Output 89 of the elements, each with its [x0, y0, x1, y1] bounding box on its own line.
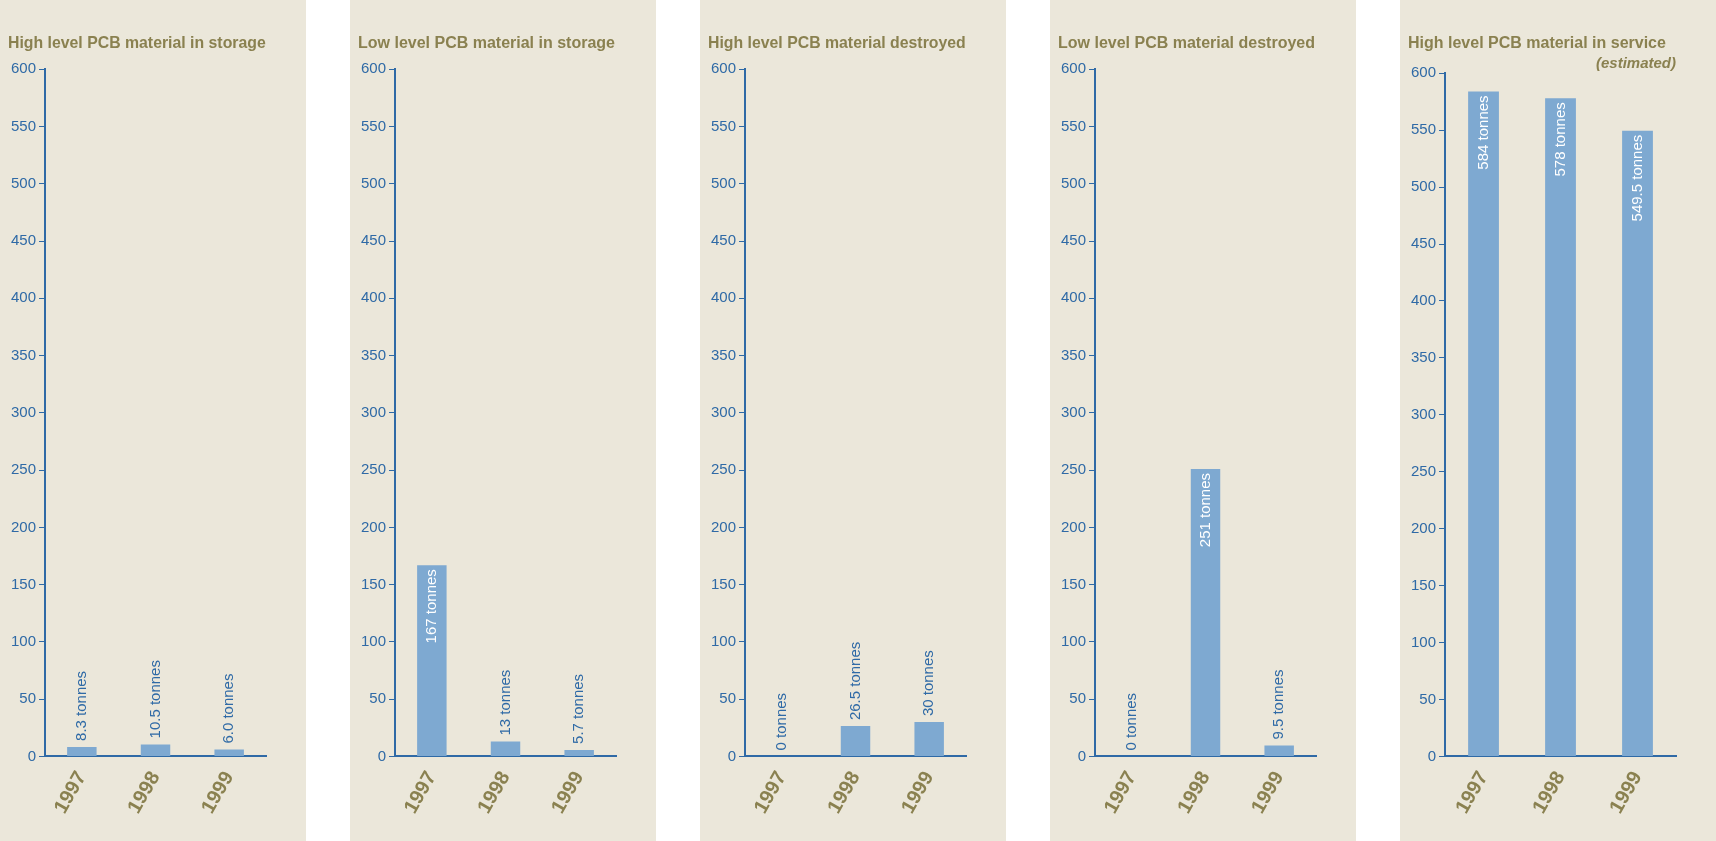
- y-tick-label: 550: [711, 116, 737, 134]
- data-label: 13 tonnes: [495, 669, 513, 736]
- y-tick-label: 450: [711, 231, 737, 249]
- data-label: 251 tonnes: [1195, 472, 1213, 548]
- y-tick-label: 200: [711, 517, 737, 535]
- y-tick-label: 550: [361, 116, 387, 134]
- y-tick-label: 250: [11, 460, 37, 478]
- y-tick-label: 200: [1411, 518, 1437, 536]
- bar: [564, 749, 594, 756]
- data-label: 0 tonnes: [772, 692, 789, 751]
- y-tick-label: 250: [361, 460, 387, 478]
- y-tick-label: 300: [711, 402, 737, 420]
- y-tick-label: 350: [361, 345, 387, 363]
- data-label: 167 tonnes: [422, 569, 439, 644]
- data-label: 26.5 tonnes: [845, 641, 863, 721]
- y-tick-label: 350: [711, 345, 737, 363]
- y-tick-label: 400: [361, 288, 387, 306]
- y-tick-label: 50: [19, 689, 37, 707]
- data-label: 30 tonnes: [919, 650, 937, 717]
- y-tick-label: 300: [11, 402, 37, 420]
- y-tick-label: 300: [1411, 404, 1437, 422]
- y-tick-label: 350: [11, 345, 37, 363]
- y-tick-label: 0: [27, 746, 37, 764]
- y-tick-label: 600: [11, 59, 37, 77]
- y-tick-label: 150: [1061, 574, 1087, 592]
- y-tick-label: 300: [1061, 402, 1087, 420]
- y-tick-label: 600: [711, 59, 737, 77]
- data-label: 549.5 tonnes: [1627, 134, 1645, 222]
- y-tick-label: 400: [1061, 288, 1087, 306]
- chart-title: Low level PCB material destroyed: [1058, 34, 1315, 52]
- chart-subtitle: (estimated): [1595, 54, 1676, 72]
- y-tick-label: 600: [1061, 59, 1087, 77]
- y-tick-label: 500: [361, 173, 387, 191]
- y-tick-label: 100: [1061, 632, 1087, 650]
- y-tick-label: 150: [711, 574, 737, 592]
- data-label: 9.5 tonnes: [1269, 669, 1287, 740]
- chart-title: Low level PCB material in storage: [358, 34, 616, 52]
- y-tick-label: 450: [11, 231, 37, 249]
- y-tick-label: 300: [361, 402, 387, 420]
- y-tick-label: 0: [1077, 746, 1087, 764]
- y-tick-label: 600: [361, 59, 387, 77]
- y-tick-label: 550: [11, 116, 37, 134]
- y-tick-label: 450: [361, 231, 387, 249]
- y-tick-label: 350: [1061, 345, 1087, 363]
- data-label: 0 tonnes: [1122, 692, 1139, 751]
- y-tick-label: 0: [727, 746, 737, 764]
- bar: [417, 565, 447, 756]
- y-tick-label: 50: [1069, 689, 1087, 707]
- chart-title: High level PCB material destroyed: [708, 33, 966, 52]
- y-tick-label: 200: [1061, 517, 1087, 535]
- data-label: 578 tonnes: [1550, 102, 1568, 177]
- y-tick-label: 150: [361, 574, 387, 592]
- y-tick-label: 100: [361, 632, 387, 650]
- chart-title: High level PCB material in storage: [8, 33, 266, 52]
- data-label: 5.7 tonnes: [569, 673, 587, 744]
- y-tick-label: 500: [711, 173, 737, 191]
- y-tick-label: 0: [1427, 746, 1437, 764]
- data-label: 10.5 tonnes: [145, 660, 163, 739]
- y-tick-label: 150: [11, 574, 37, 592]
- y-tick-label: 400: [11, 288, 37, 306]
- y-tick-label: 350: [1411, 348, 1437, 366]
- y-tick-label: 150: [1411, 575, 1437, 593]
- y-tick-label: 500: [1061, 173, 1087, 191]
- y-tick-label: 100: [1411, 632, 1437, 650]
- y-tick-label: 50: [369, 689, 387, 707]
- y-tick-label: 500: [11, 173, 37, 191]
- y-tick-label: 100: [711, 632, 737, 650]
- y-tick-label: 100: [11, 632, 37, 650]
- y-tick-label: 550: [1411, 120, 1437, 138]
- y-tick-label: 600: [1411, 63, 1437, 81]
- y-tick-label: 50: [1419, 689, 1437, 707]
- y-tick-label: 450: [1411, 234, 1437, 252]
- y-tick-label: 200: [361, 517, 387, 535]
- y-tick-label: 550: [1061, 116, 1087, 134]
- y-tick-label: 400: [1411, 291, 1437, 309]
- chart-title: High level PCB material in service: [1408, 34, 1666, 52]
- y-tick-label: 250: [711, 460, 737, 478]
- bar: [490, 741, 521, 756]
- y-tick-label: 250: [1411, 461, 1437, 479]
- y-tick-label: 200: [11, 517, 37, 535]
- y-tick-label: 400: [711, 288, 737, 306]
- data-label: 6.0 tonnes: [219, 673, 237, 744]
- y-tick-label: 50: [719, 689, 737, 707]
- y-tick-label: 500: [1411, 177, 1437, 195]
- y-tick-label: 250: [1061, 460, 1087, 478]
- data-label: 584 tonnes: [1473, 95, 1491, 170]
- y-tick-label: 450: [1061, 231, 1087, 249]
- y-tick-label: 0: [377, 746, 387, 764]
- data-label: 8.3 tonnes: [72, 670, 89, 741]
